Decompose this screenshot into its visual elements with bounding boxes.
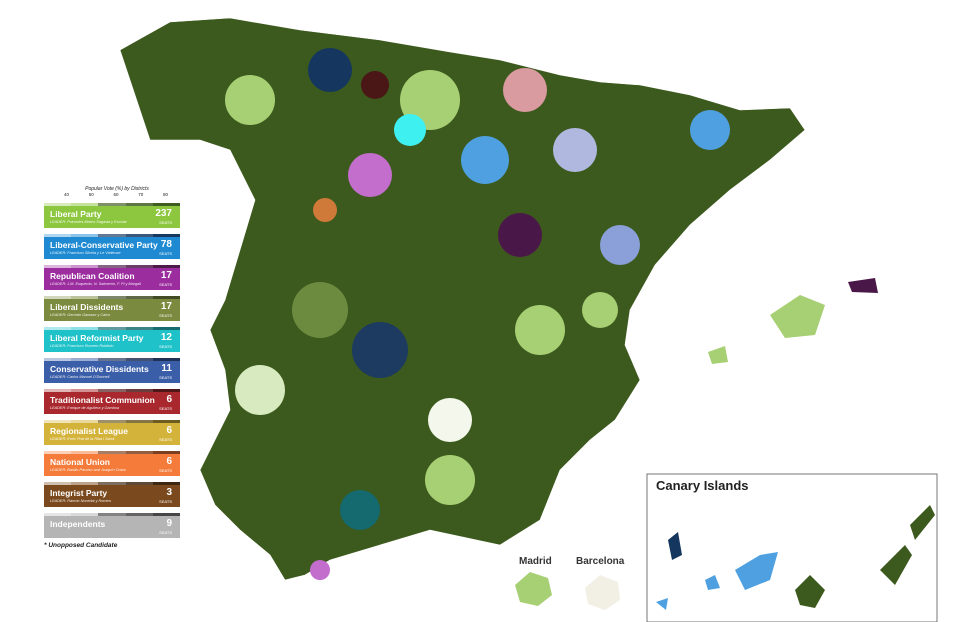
legend-entry: National Union LEADER: Basilio Paraíso an… — [44, 451, 181, 476]
party-box: National Union LEADER: Basilio Paraíso an… — [44, 454, 180, 476]
party-name: National Union — [50, 457, 110, 467]
vote-gradient — [44, 513, 181, 516]
seats-label: SEATS — [159, 282, 172, 287]
party-name: Traditionalist Communion — [50, 395, 155, 405]
party-box: Liberal Party LEADER: Práxedes Mateo-Saga… — [44, 206, 180, 228]
party-box: Conservative Dissidents LEADER: Carlos Ma… — [44, 361, 180, 383]
seat-count: 17 — [160, 270, 172, 281]
vote-gradient — [44, 451, 181, 454]
madrid-label: Madrid — [519, 556, 552, 567]
vote-gradient — [44, 203, 181, 206]
seat-count: 3 — [166, 487, 172, 498]
legend-entry: Independents 9 SEATS — [44, 513, 181, 538]
seat-count: 12 — [160, 332, 172, 343]
legend-entry: Liberal-Conservative Party LEADER: Franci… — [44, 234, 181, 259]
seat-count: 6 — [166, 456, 172, 467]
canary-islands-title: Canary Islands — [656, 478, 749, 493]
canary-islands — [656, 505, 935, 610]
party-box: Independents 9 SEATS — [44, 516, 180, 538]
legend-entry: Liberal Party LEADER: Práxedes Mateo-Saga… — [44, 203, 181, 228]
unopposed-note: * Unopposed Candidate — [44, 542, 118, 549]
party-leader: LEADER: J.M. Esquerdo, N. Salmerón, F. P… — [50, 282, 141, 286]
seat-count: 237 — [155, 208, 172, 219]
seats-label: SEATS — [159, 375, 172, 380]
seat-count: 11 — [161, 363, 172, 374]
party-leader: LEADER: Enrique de Aguilera y Gamboa — [50, 406, 120, 410]
seats-label: SEATS — [159, 344, 172, 349]
party-leader: LEADER: Ramón Nocedal y Romea — [50, 499, 111, 503]
tick: 50 — [88, 192, 94, 197]
party-leader: LEADER: Basilio Paraíso and Joaquín Cost… — [50, 468, 126, 472]
seats-label: SEATS — [159, 499, 172, 504]
vote-gradient — [44, 296, 181, 299]
party-name: Regionalist League — [50, 426, 128, 436]
district-patches — [225, 48, 730, 580]
mainland-spain — [119, 17, 806, 581]
seats-label: SEATS — [159, 468, 172, 473]
party-name: Liberal Reformist Party — [50, 333, 144, 343]
party-name: Independents — [50, 519, 106, 529]
seat-count: 17 — [160, 301, 172, 312]
legend-entry: Integrist Party LEADER: Ramón Nocedal y R… — [44, 482, 181, 507]
party-name: Liberal Party — [50, 209, 102, 219]
tick: 40 — [64, 192, 70, 197]
vote-gradient — [44, 265, 181, 268]
seats-label: SEATS — [159, 437, 172, 442]
party-box: Liberal Reformist Party LEADER: Francisco… — [44, 330, 180, 352]
vote-gradient — [44, 389, 181, 392]
party-box: Republican Coalition LEADER: J.M. Esquerd… — [44, 268, 180, 290]
scale-ticks: 40 50 60 70 80 — [44, 192, 180, 197]
vote-gradient — [44, 234, 181, 237]
seat-count: 9 — [166, 518, 172, 529]
party-box: Liberal Dissidents LEADER: Germán Gamazo … — [44, 299, 180, 321]
vote-gradient — [44, 358, 181, 361]
barcelona-inset — [585, 575, 620, 610]
seats-label: SEATS — [159, 406, 172, 411]
party-name: Conservative Dissidents — [50, 364, 149, 374]
vote-gradient — [44, 327, 181, 330]
legend-entry: Liberal Reformist Party LEADER: Francisco… — [44, 327, 181, 352]
mallorca — [770, 295, 825, 338]
ibiza — [708, 346, 728, 364]
legend-entry: Regionalist League LEADER: Enric Prat de … — [44, 420, 181, 445]
party-name: Integrist Party — [50, 488, 108, 498]
vote-gradient — [44, 420, 181, 423]
legend-entry: Traditionalist Communion LEADER: Enrique … — [44, 389, 181, 414]
tick: 60 — [113, 192, 119, 197]
party-leader: LEADER: Práxedes Mateo-Sagasta y Escolar — [50, 220, 127, 224]
seats-label: SEATS — [159, 220, 172, 225]
seats-label: SEATS — [159, 313, 172, 318]
tick: 70 — [138, 192, 144, 197]
party-leader: LEADER: Francisco Silvela y Le Vielleuze — [50, 251, 121, 255]
barcelona-label: Barcelona — [576, 556, 625, 567]
party-leader: LEADER: Francisco Romero Robledo — [50, 344, 114, 348]
party-name: Liberal Dissidents — [50, 302, 124, 312]
party-box: Traditionalist Communion LEADER: Enrique … — [44, 392, 180, 414]
menorca — [848, 278, 878, 293]
party-leader: LEADER: Carlos Manuel O'Donnell — [50, 375, 110, 379]
seats-label: SEATS — [159, 530, 172, 535]
party-name: Republican Coalition — [50, 271, 135, 281]
party-box: Liberal-Conservative Party LEADER: Franci… — [44, 237, 180, 259]
vote-gradient — [44, 482, 181, 485]
seat-count: 78 — [160, 239, 172, 250]
legend-entry: Republican Coalition LEADER: J.M. Esquerd… — [44, 265, 181, 290]
party-name: Liberal-Conservative Party — [50, 240, 158, 250]
legend-entry: Liberal Dissidents LEADER: Germán Gamazo … — [44, 296, 181, 321]
seat-count: 6 — [166, 394, 172, 405]
scale-title: Popular Vote (%) by Districts — [85, 186, 149, 192]
party-leader: LEADER: Enric Prat de la Riba i Sarrà — [50, 437, 115, 441]
party-box: Regionalist League LEADER: Enric Prat de … — [44, 423, 180, 445]
party-box: Integrist Party LEADER: Ramón Nocedal y R… — [44, 485, 180, 507]
legend: Popular Vote (%) by Districts 40 50 60 7… — [44, 186, 181, 549]
party-leader: LEADER: Germán Gamazo y Calvo — [50, 313, 111, 317]
seats-label: SEATS — [159, 251, 172, 256]
legend-entry: Conservative Dissidents LEADER: Carlos Ma… — [44, 358, 181, 383]
canary-inset-frame — [646, 473, 938, 622]
seat-count: 6 — [166, 425, 172, 436]
tick: 80 — [162, 192, 168, 197]
madrid-inset — [515, 572, 552, 606]
